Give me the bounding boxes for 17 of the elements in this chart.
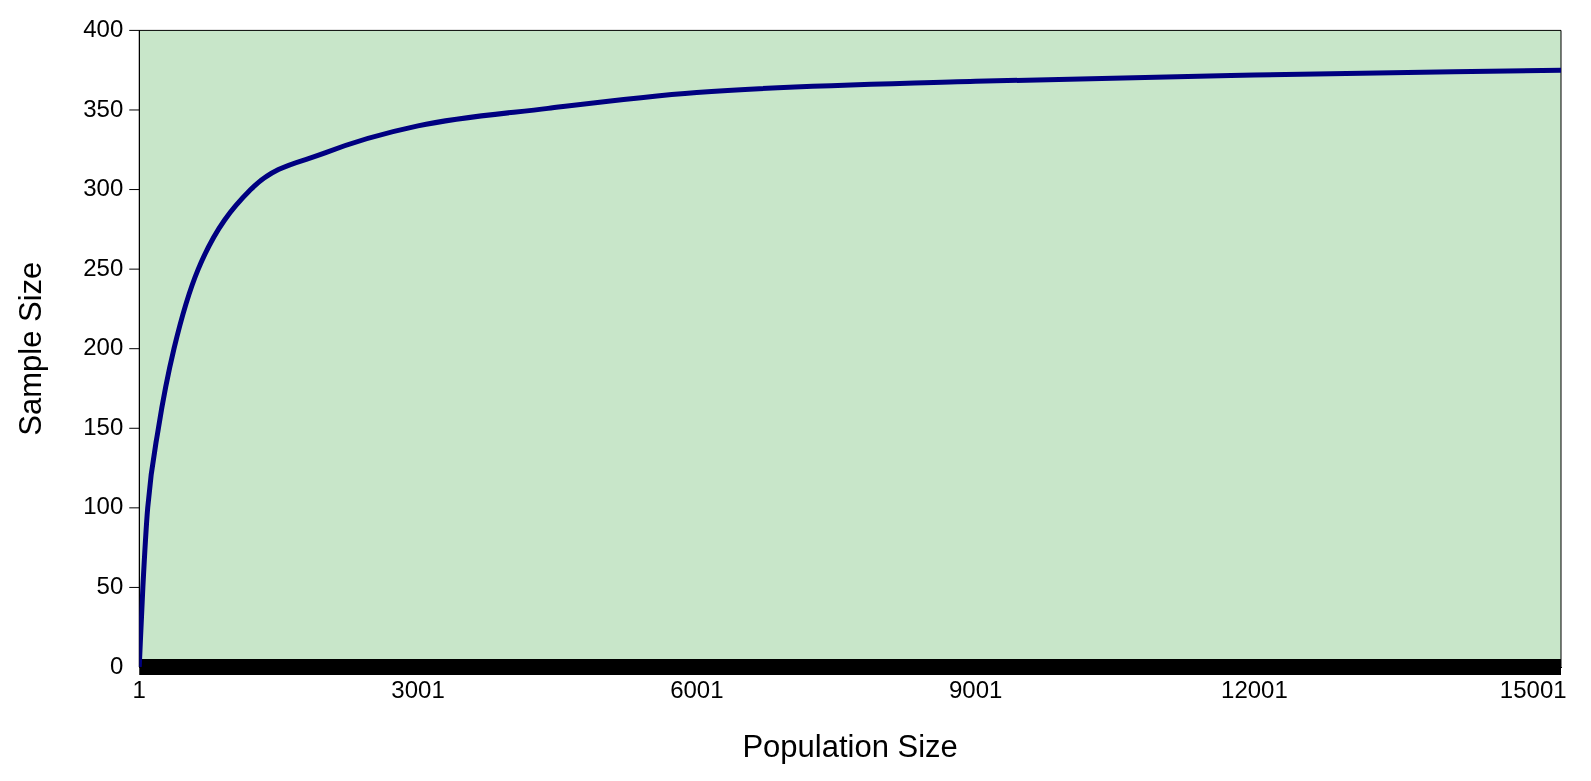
y-tick-label: 350	[83, 94, 124, 122]
y-tick-label: 200	[83, 333, 124, 361]
y-tick-label: 100	[83, 492, 124, 520]
y-tick-label: 0	[109, 651, 124, 679]
x-axis-title: Population Size	[742, 728, 958, 764]
y-tick-label: 300	[83, 174, 124, 202]
y-tick-label: 50	[96, 572, 124, 600]
x-tick-label: 15001	[1499, 676, 1567, 704]
x-tick-label: 12001	[1221, 676, 1288, 704]
x-tick-label: 9001	[948, 676, 1003, 704]
y-tick-label: 250	[83, 253, 124, 281]
x-tick-label: 1	[132, 676, 146, 704]
y-axis-title: Sample Size	[13, 261, 49, 436]
y-tick-label: 400	[83, 15, 124, 43]
x-tick-label: 3001	[391, 676, 445, 704]
x-tick-label: 6001	[670, 676, 724, 704]
y-tick-label: 150	[83, 412, 124, 440]
